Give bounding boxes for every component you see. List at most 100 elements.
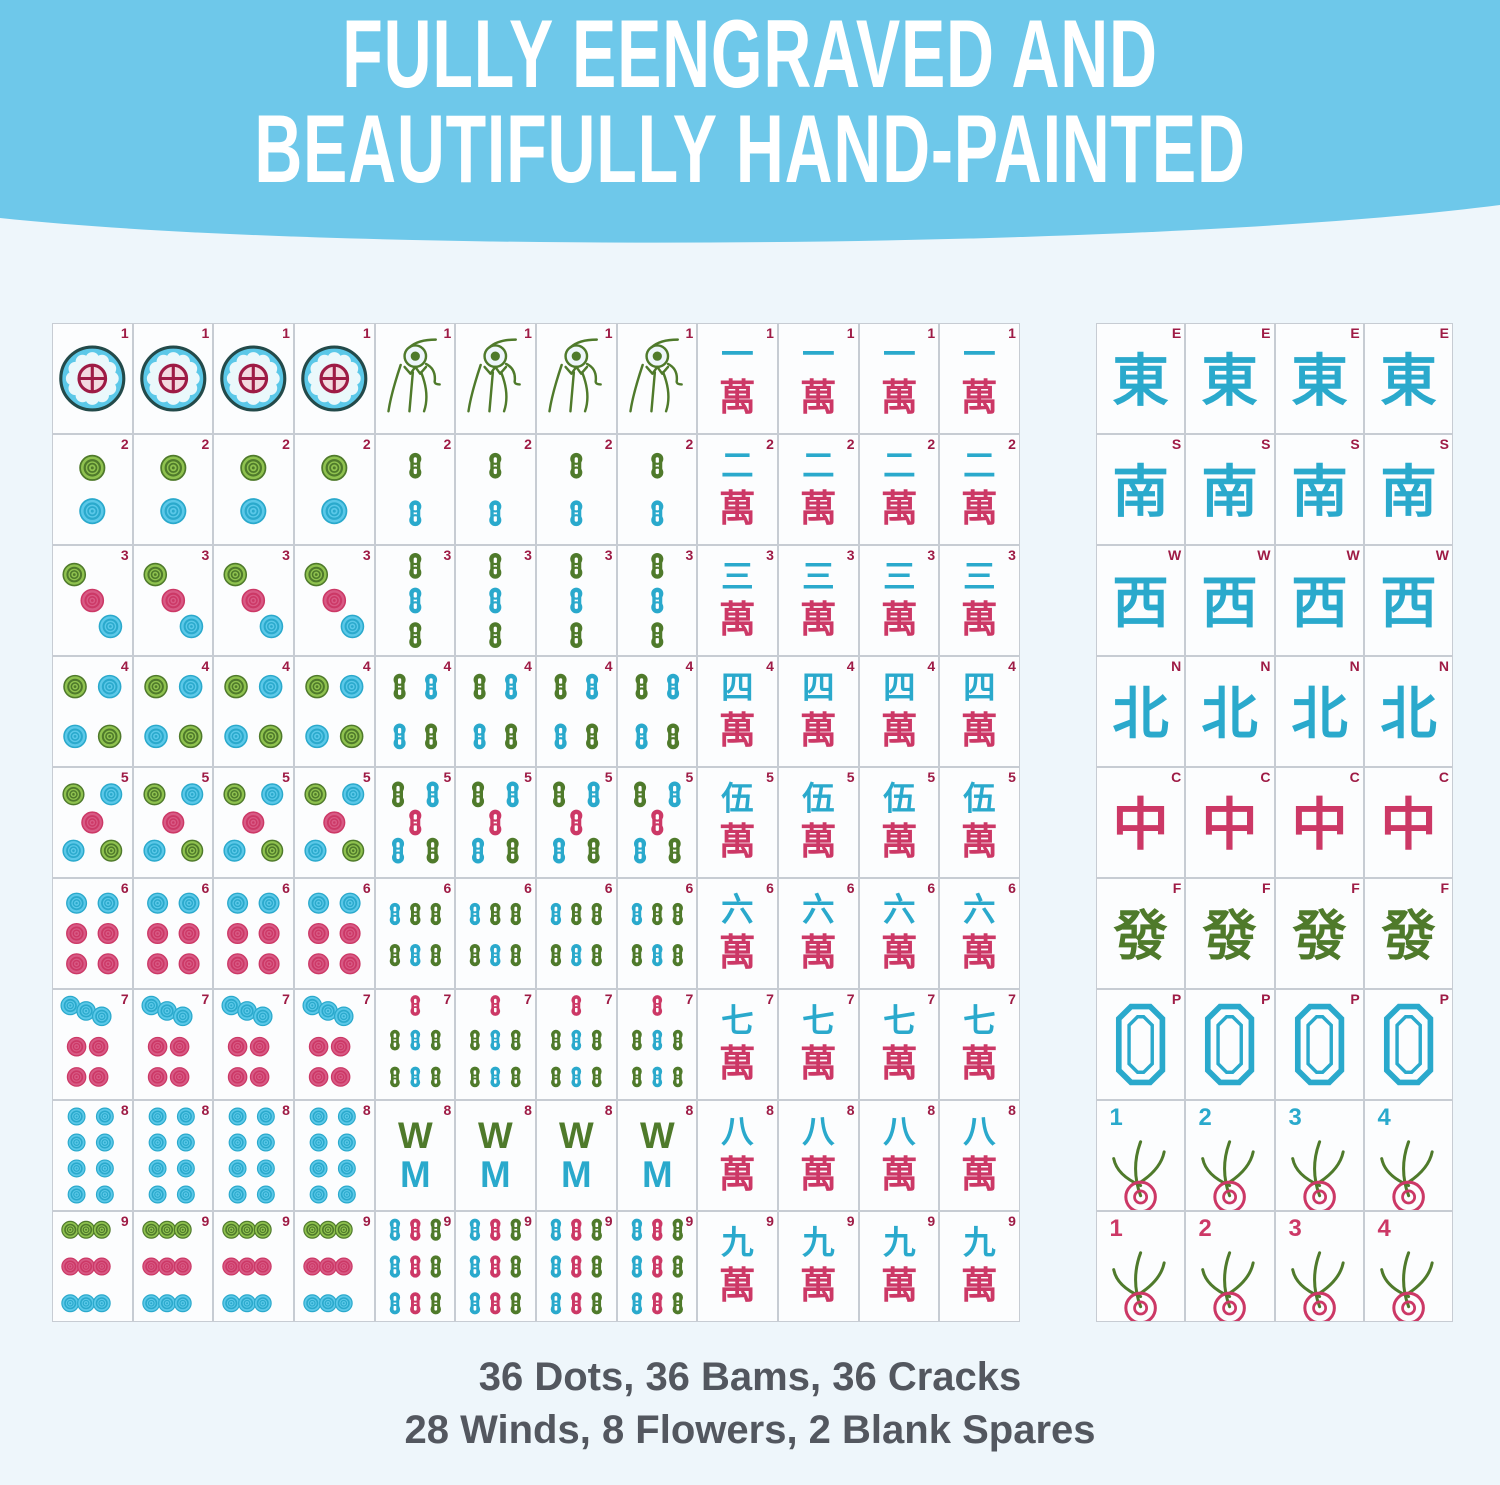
svg-text:七: 七 <box>802 1002 834 1038</box>
svg-text:西: 西 <box>1291 571 1347 634</box>
svg-text:一: 一 <box>963 336 995 372</box>
svg-text:3: 3 <box>1288 1215 1301 1242</box>
svg-text:伍: 伍 <box>721 780 753 816</box>
svg-text:三: 三 <box>802 558 834 594</box>
svg-text:1: 1 <box>1110 1215 1123 1242</box>
svg-text:M: M <box>642 1154 673 1195</box>
svg-text:中: 中 <box>1112 793 1168 856</box>
svg-text:八: 八 <box>883 1113 916 1149</box>
svg-text:二: 二 <box>963 447 995 483</box>
svg-text:萬: 萬 <box>800 599 837 640</box>
svg-text:萬: 萬 <box>800 932 837 973</box>
svg-text:二: 二 <box>802 447 834 483</box>
svg-text:四: 四 <box>721 669 753 705</box>
svg-text:萬: 萬 <box>880 1265 917 1306</box>
svg-text:南: 南 <box>1112 460 1168 523</box>
svg-text:中: 中 <box>1291 793 1347 856</box>
svg-text:七: 七 <box>963 1002 995 1038</box>
svg-text:發: 發 <box>1380 906 1435 966</box>
svg-text:東: 東 <box>1202 349 1258 412</box>
svg-text:南: 南 <box>1291 460 1347 523</box>
svg-text:萬: 萬 <box>880 1154 917 1195</box>
svg-text:萬: 萬 <box>719 1154 756 1195</box>
svg-text:二: 二 <box>721 447 753 483</box>
svg-text:西: 西 <box>1380 571 1436 634</box>
svg-text:發: 發 <box>1291 906 1346 966</box>
svg-text:四: 四 <box>883 669 915 705</box>
svg-text:三: 三 <box>963 558 995 594</box>
svg-text:M: M <box>561 1154 592 1195</box>
svg-text:2: 2 <box>1199 1104 1212 1131</box>
svg-text:萬: 萬 <box>719 1265 756 1306</box>
svg-text:北: 北 <box>1291 682 1347 745</box>
svg-text:萬: 萬 <box>719 821 756 862</box>
svg-text:九: 九 <box>883 1224 916 1260</box>
svg-text:萬: 萬 <box>961 821 998 862</box>
svg-text:一: 一 <box>883 336 915 372</box>
svg-text:萬: 萬 <box>961 1154 998 1195</box>
svg-text:四: 四 <box>802 669 834 705</box>
svg-text:伍: 伍 <box>802 780 834 816</box>
svg-text:1: 1 <box>1110 1104 1123 1131</box>
svg-text:W: W <box>559 1115 594 1156</box>
svg-text:一: 一 <box>721 336 753 372</box>
svg-text:萬: 萬 <box>961 710 998 751</box>
svg-text:萬: 萬 <box>719 1043 756 1084</box>
svg-text:W: W <box>478 1115 513 1156</box>
svg-text:東: 東 <box>1291 349 1347 412</box>
svg-text:萬: 萬 <box>800 821 837 862</box>
svg-text:六: 六 <box>802 891 834 927</box>
svg-text:萬: 萬 <box>800 710 837 751</box>
svg-text:4: 4 <box>1377 1215 1391 1242</box>
svg-text:發: 發 <box>1112 906 1167 966</box>
svg-text:萬: 萬 <box>800 1154 837 1195</box>
svg-text:東: 東 <box>1112 349 1168 412</box>
svg-text:萬: 萬 <box>961 488 998 529</box>
svg-text:二: 二 <box>883 447 915 483</box>
svg-text:萬: 萬 <box>880 1043 917 1084</box>
svg-text:萬: 萬 <box>800 1043 837 1084</box>
svg-text:3: 3 <box>1288 1104 1301 1131</box>
svg-text:萬: 萬 <box>880 488 917 529</box>
svg-text:萬: 萬 <box>880 932 917 973</box>
svg-text:九: 九 <box>802 1224 835 1260</box>
svg-text:萬: 萬 <box>880 377 917 418</box>
svg-text:七: 七 <box>721 1002 753 1038</box>
svg-text:北: 北 <box>1202 682 1258 745</box>
svg-text:萬: 萬 <box>880 821 917 862</box>
svg-text:萬: 萬 <box>719 488 756 529</box>
svg-text:北: 北 <box>1380 682 1436 745</box>
svg-text:萬: 萬 <box>719 377 756 418</box>
svg-text:萬: 萬 <box>961 599 998 640</box>
svg-text:中: 中 <box>1202 793 1258 856</box>
svg-text:八: 八 <box>721 1113 754 1149</box>
svg-text:西: 西 <box>1112 571 1168 634</box>
svg-text:萬: 萬 <box>800 1265 837 1306</box>
svg-text:萬: 萬 <box>800 377 837 418</box>
svg-text:三: 三 <box>883 558 915 594</box>
svg-text:六: 六 <box>883 891 915 927</box>
svg-text:W: W <box>640 1115 675 1156</box>
svg-text:萬: 萬 <box>719 599 756 640</box>
svg-text:九: 九 <box>963 1224 996 1260</box>
svg-text:M: M <box>480 1154 511 1195</box>
svg-text:東: 東 <box>1380 349 1436 412</box>
svg-text:南: 南 <box>1202 460 1258 523</box>
svg-text:4: 4 <box>1377 1104 1391 1131</box>
svg-text:W: W <box>398 1115 433 1156</box>
svg-text:萬: 萬 <box>961 377 998 418</box>
svg-text:南: 南 <box>1380 460 1436 523</box>
svg-text:北: 北 <box>1112 682 1168 745</box>
svg-text:發: 發 <box>1202 906 1257 966</box>
svg-text:八: 八 <box>963 1113 996 1149</box>
svg-text:伍: 伍 <box>883 780 915 816</box>
svg-text:萬: 萬 <box>961 1265 998 1306</box>
svg-text:萬: 萬 <box>961 1043 998 1084</box>
svg-text:萬: 萬 <box>961 932 998 973</box>
svg-text:萬: 萬 <box>719 710 756 751</box>
svg-text:一: 一 <box>802 336 834 372</box>
svg-text:2: 2 <box>1199 1215 1212 1242</box>
svg-text:萬: 萬 <box>880 710 917 751</box>
svg-text:四: 四 <box>963 669 995 705</box>
svg-text:M: M <box>400 1154 431 1195</box>
